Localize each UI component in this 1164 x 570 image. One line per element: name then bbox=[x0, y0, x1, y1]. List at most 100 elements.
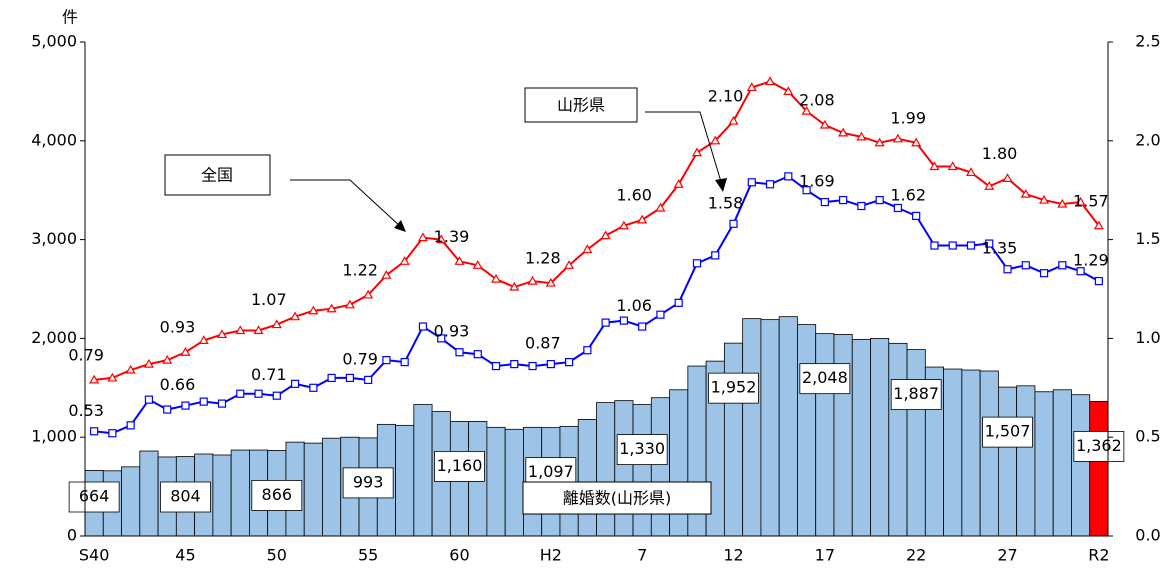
data-label-box bbox=[68, 481, 120, 513]
marker bbox=[382, 356, 391, 365]
marker bbox=[600, 230, 611, 240]
data-label: 0.79 bbox=[342, 349, 378, 368]
marker bbox=[820, 197, 829, 207]
marker bbox=[801, 105, 812, 115]
marker bbox=[673, 179, 684, 188]
marker bbox=[455, 348, 464, 357]
marker bbox=[308, 305, 319, 315]
data-label: 1.58 bbox=[708, 193, 744, 212]
marker bbox=[655, 202, 666, 212]
marker bbox=[491, 361, 501, 371]
y2-tick-label: 1.5 bbox=[1135, 229, 1160, 248]
marker bbox=[90, 427, 99, 436]
bar bbox=[797, 324, 817, 537]
data-label: 1.60 bbox=[616, 185, 652, 204]
y2-tick-label: 0.0 bbox=[1135, 526, 1160, 545]
data-label-box bbox=[890, 379, 942, 410]
annotation-yamagata: 山形県 bbox=[524, 87, 727, 192]
annotation-divorces: 離婚数(山形県) bbox=[522, 481, 712, 515]
marker bbox=[637, 214, 648, 224]
data-label: 1.07 bbox=[251, 290, 287, 309]
series-label: 全国 bbox=[201, 166, 233, 185]
marker bbox=[746, 82, 757, 92]
marker bbox=[583, 346, 592, 355]
marker bbox=[509, 281, 520, 291]
bar bbox=[139, 450, 159, 537]
y2-tick-label: 1.0 bbox=[1135, 328, 1160, 347]
y2-tick-label: 2.0 bbox=[1135, 130, 1160, 149]
series-label: 離婚数(山形県) bbox=[563, 489, 672, 508]
marker bbox=[253, 325, 264, 335]
marker bbox=[545, 277, 556, 287]
bar bbox=[486, 426, 506, 537]
bar bbox=[1016, 385, 1036, 537]
bar bbox=[650, 397, 670, 537]
data-label: 1,887 bbox=[893, 384, 939, 403]
marker bbox=[181, 401, 190, 410]
marker bbox=[984, 181, 995, 190]
marker bbox=[143, 358, 154, 368]
x-tick-label: S40 bbox=[79, 546, 110, 565]
data-label: 1.39 bbox=[434, 227, 470, 246]
x-tick-label: 45 bbox=[175, 546, 195, 565]
data-label-box bbox=[708, 372, 759, 404]
y-tick-label: 0 bbox=[67, 526, 77, 545]
marker bbox=[691, 147, 703, 157]
data-label: 1.80 bbox=[982, 144, 1018, 163]
marker bbox=[692, 259, 702, 268]
line bbox=[94, 80, 1100, 381]
data-label: 1,330 bbox=[619, 439, 665, 458]
marker bbox=[857, 201, 866, 211]
data-label: 1.28 bbox=[525, 249, 561, 268]
marker bbox=[107, 372, 118, 382]
marker bbox=[1039, 269, 1049, 278]
marker bbox=[656, 310, 665, 319]
data-label: 993 bbox=[353, 472, 384, 491]
marker bbox=[527, 275, 538, 285]
marker bbox=[108, 429, 117, 438]
arrow-head bbox=[394, 220, 406, 232]
data-label: 1.57 bbox=[1073, 191, 1109, 210]
y-tick-label: 4,000 bbox=[31, 130, 77, 149]
marker bbox=[199, 397, 208, 406]
marker bbox=[618, 220, 629, 230]
bar bbox=[742, 318, 762, 537]
bar bbox=[632, 404, 652, 537]
marker bbox=[144, 395, 154, 404]
marker bbox=[929, 161, 940, 171]
marker bbox=[711, 251, 720, 260]
marker bbox=[893, 203, 903, 213]
marker bbox=[436, 234, 447, 244]
bar bbox=[413, 404, 433, 537]
marker bbox=[911, 137, 922, 147]
y2-tick-label: 2.5 bbox=[1135, 32, 1160, 51]
marker bbox=[490, 273, 502, 283]
marker bbox=[216, 329, 228, 339]
data-label: 804 bbox=[170, 487, 201, 506]
marker bbox=[1003, 265, 1012, 274]
bar bbox=[395, 424, 415, 537]
bar bbox=[961, 369, 981, 537]
marker bbox=[966, 241, 976, 250]
marker bbox=[1002, 173, 1013, 182]
series-label: 山形県 bbox=[557, 96, 605, 115]
marker bbox=[930, 241, 939, 250]
x-tick-label: R2 bbox=[1088, 546, 1109, 565]
x-tick-label: 60 bbox=[449, 546, 469, 565]
x-tick-label: 50 bbox=[267, 546, 287, 565]
data-label: 1,952 bbox=[711, 378, 757, 397]
bar bbox=[1071, 394, 1091, 537]
bar bbox=[121, 466, 141, 537]
marker bbox=[163, 405, 172, 414]
marker bbox=[1020, 188, 1031, 198]
data-label: 1,507 bbox=[985, 422, 1031, 441]
data-label-box bbox=[799, 363, 851, 395]
data-label: 2.10 bbox=[708, 87, 744, 106]
data-label: 866 bbox=[262, 485, 293, 504]
data-label: 0.79 bbox=[68, 345, 104, 364]
marker bbox=[437, 334, 446, 343]
marker bbox=[802, 186, 811, 195]
arrow bbox=[290, 179, 403, 229]
data-label-box bbox=[616, 434, 668, 465]
marker bbox=[344, 299, 355, 309]
